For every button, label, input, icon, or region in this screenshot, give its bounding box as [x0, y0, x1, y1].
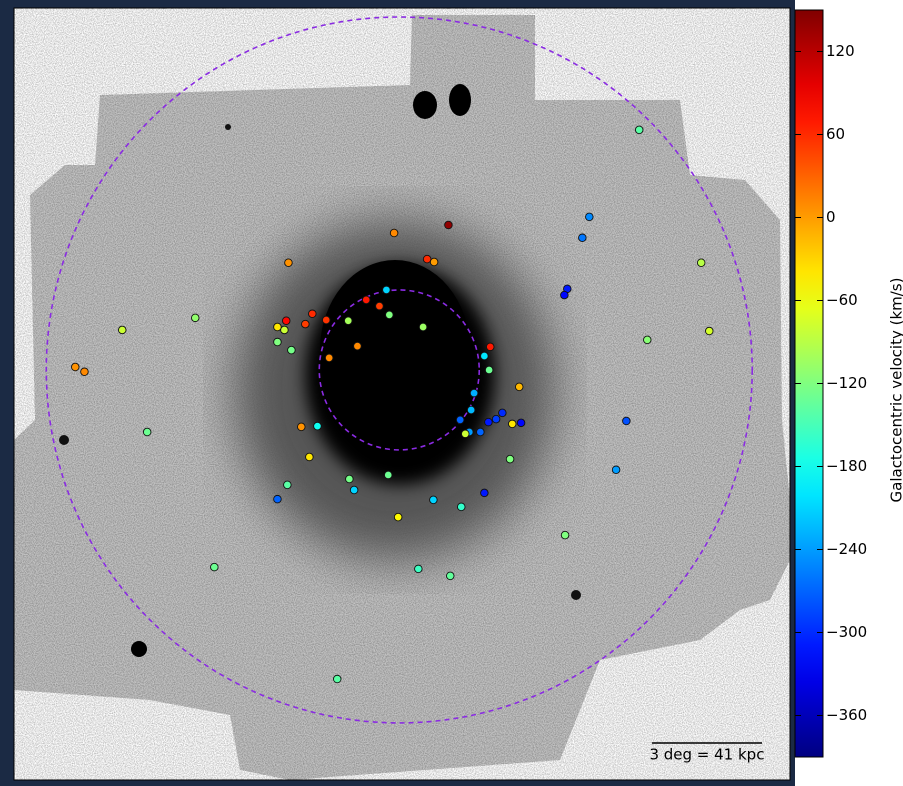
point	[285, 259, 293, 267]
point	[635, 126, 643, 134]
point	[346, 475, 354, 483]
point	[697, 259, 705, 267]
point	[515, 383, 523, 391]
point	[492, 415, 500, 423]
point	[419, 323, 427, 331]
point	[423, 255, 431, 263]
point	[486, 343, 494, 351]
point	[481, 489, 489, 497]
point	[325, 354, 333, 362]
point	[561, 291, 569, 299]
point	[485, 366, 493, 374]
point	[561, 531, 569, 539]
point	[284, 481, 292, 489]
figure: Galactocentric velocity (km/s) 120 60 0 −60…	[0, 0, 903, 786]
point	[457, 503, 465, 511]
point	[282, 317, 290, 325]
point	[456, 416, 464, 424]
colorbar-tick-label: −300	[826, 623, 867, 641]
point	[467, 406, 475, 414]
point	[118, 326, 126, 334]
point	[485, 418, 493, 426]
scale-bar-label: 3 deg = 41 kpc	[649, 746, 764, 764]
point	[499, 409, 507, 417]
colorbar-tick-label: 60	[826, 125, 845, 143]
colorbar-label: Galactocentric velocity (km/s)	[888, 278, 903, 503]
point	[308, 310, 316, 318]
point	[586, 213, 594, 221]
point	[481, 352, 489, 360]
point	[211, 563, 219, 571]
point	[623, 417, 631, 425]
point	[362, 296, 370, 304]
point	[376, 302, 384, 310]
colorbar-tick-label: −240	[826, 540, 867, 558]
point	[274, 323, 282, 331]
sky-image	[14, 8, 790, 780]
point	[71, 363, 79, 371]
point	[354, 342, 362, 350]
point	[191, 314, 199, 322]
point	[274, 338, 282, 346]
point	[344, 317, 352, 325]
point	[288, 346, 296, 354]
point	[302, 320, 310, 328]
point	[306, 453, 314, 461]
point	[705, 327, 713, 335]
point	[390, 229, 398, 237]
point	[143, 428, 151, 436]
point	[322, 316, 330, 324]
colorbar-tick-label: −180	[826, 457, 867, 475]
point	[314, 422, 322, 430]
point	[477, 428, 485, 436]
colorbar-tick-label: −60	[826, 291, 858, 309]
point	[350, 486, 358, 494]
point	[274, 495, 282, 503]
point	[394, 513, 402, 521]
point	[579, 234, 587, 242]
point	[430, 496, 438, 504]
point	[643, 336, 651, 344]
colorbar-tick-label: 0	[826, 208, 836, 226]
colorbar-tick-label: −360	[826, 706, 867, 724]
point	[461, 430, 469, 438]
point	[297, 423, 305, 431]
point	[415, 565, 423, 573]
point	[517, 419, 525, 427]
point	[508, 420, 516, 428]
point	[386, 311, 394, 319]
point	[430, 258, 438, 266]
point	[383, 286, 391, 294]
point	[333, 675, 341, 683]
colorbar-tick-label: −120	[826, 374, 867, 392]
point	[612, 466, 620, 474]
point	[506, 455, 514, 463]
point	[446, 572, 454, 580]
point	[81, 368, 89, 376]
point	[470, 389, 478, 397]
point	[384, 471, 392, 479]
colorbar-tick-label: 120	[826, 42, 855, 60]
point	[445, 221, 453, 229]
point	[281, 326, 289, 334]
